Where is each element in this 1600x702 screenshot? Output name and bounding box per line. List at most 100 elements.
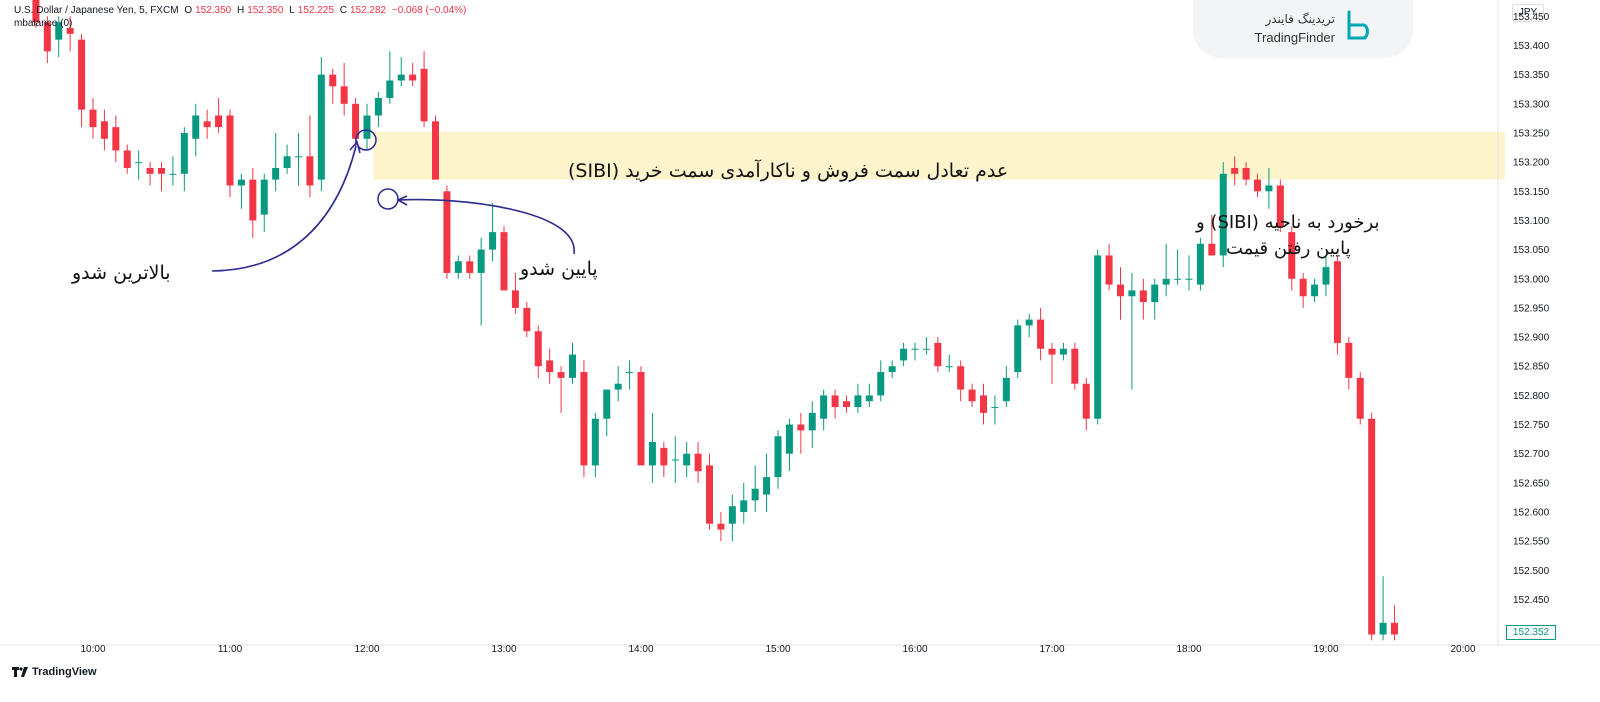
candle-body bbox=[226, 115, 234, 186]
candle-body bbox=[1265, 185, 1273, 192]
candle-body bbox=[272, 167, 280, 180]
candle-body bbox=[43, 22, 51, 52]
candle bbox=[135, 150, 143, 180]
candle bbox=[991, 395, 999, 425]
candle-body bbox=[1174, 278, 1182, 280]
candle bbox=[900, 342, 908, 367]
candle bbox=[1037, 307, 1045, 361]
candle-body bbox=[260, 179, 268, 215]
candle-body bbox=[660, 447, 668, 466]
candle bbox=[626, 360, 634, 390]
candle bbox=[1356, 372, 1364, 425]
high-value: 152.350 bbox=[247, 5, 284, 16]
candle bbox=[249, 167, 257, 238]
candle bbox=[1322, 255, 1330, 297]
candle-body bbox=[237, 179, 245, 186]
candle bbox=[1105, 243, 1113, 291]
curved-arrow-icon-lowest bbox=[398, 198, 575, 255]
candle-body bbox=[1185, 278, 1193, 280]
time-tick-label: 13:00 bbox=[491, 644, 516, 655]
candle-body bbox=[511, 290, 519, 308]
candle-body bbox=[603, 389, 611, 419]
price-tick-label: 152.850 bbox=[1513, 362, 1550, 373]
candle bbox=[1059, 342, 1067, 361]
candle-body bbox=[580, 372, 588, 466]
candle bbox=[1219, 162, 1227, 268]
candle bbox=[454, 255, 462, 279]
candle bbox=[215, 97, 223, 133]
candle-body bbox=[728, 506, 736, 524]
arrow-head-highest bbox=[349, 140, 361, 154]
currency-badge[interactable]: JPY bbox=[1512, 4, 1544, 22]
candle-body bbox=[1208, 243, 1216, 256]
candle-body bbox=[843, 401, 850, 408]
candle bbox=[523, 302, 531, 338]
open-label: O bbox=[184, 5, 193, 16]
candle bbox=[397, 57, 405, 87]
candle bbox=[569, 342, 576, 384]
price-tick-label: 153.050 bbox=[1513, 245, 1550, 256]
price-axis[interactable]: 153.450 153.400 153.350 153.300 153.250 153.2… bbox=[1513, 12, 1550, 635]
candle bbox=[888, 360, 896, 378]
indicator-label[interactable]: mbalance (0) bbox=[14, 18, 73, 29]
candle-body bbox=[1082, 383, 1090, 419]
logo-en-text: TradingFinder bbox=[1254, 30, 1335, 45]
candle bbox=[1002, 366, 1010, 408]
candle bbox=[260, 173, 268, 233]
candle bbox=[683, 442, 691, 478]
high-label: H bbox=[237, 5, 245, 16]
lowest-shadow-label: پایین شدو bbox=[520, 258, 598, 280]
candle-body bbox=[374, 97, 382, 116]
last-price-tag: 152.352 bbox=[1506, 625, 1556, 640]
candle bbox=[329, 68, 337, 104]
candle-body bbox=[363, 115, 371, 139]
candle bbox=[1094, 249, 1102, 425]
candle bbox=[1117, 267, 1124, 320]
time-axis[interactable]: 10:00 11:00 12:00 13:00 14:00 15:00 16:00 17:00… bbox=[80, 644, 1475, 655]
candle-body bbox=[317, 74, 325, 180]
candle-body bbox=[900, 348, 908, 361]
candle bbox=[1014, 319, 1022, 378]
candle bbox=[911, 342, 919, 361]
candle bbox=[922, 337, 930, 355]
candle-body bbox=[671, 459, 679, 461]
candle-body bbox=[1391, 622, 1398, 635]
candle-body bbox=[329, 74, 337, 87]
candle bbox=[580, 360, 588, 478]
low-value: 152.225 bbox=[297, 5, 334, 16]
zone-hit-label-line1: برخورد به ناحیه (SIBI) و bbox=[1196, 212, 1380, 233]
candle bbox=[1151, 278, 1159, 320]
candle-body bbox=[1254, 179, 1261, 192]
candle-body bbox=[1094, 255, 1102, 419]
price-tick-label: 153.400 bbox=[1513, 41, 1550, 52]
close-value: 152.282 bbox=[349, 5, 387, 16]
candle bbox=[1139, 278, 1147, 320]
candle bbox=[1048, 342, 1056, 384]
candle bbox=[854, 383, 862, 413]
symbol-title: U.S. Dollar / Japanese Yen, 5, FXCM bbox=[14, 5, 179, 16]
candle bbox=[557, 366, 565, 413]
candle bbox=[500, 226, 508, 291]
candle bbox=[66, 16, 74, 52]
candle-body bbox=[454, 261, 462, 273]
price-tick-label: 153.000 bbox=[1513, 274, 1550, 285]
candle bbox=[957, 360, 965, 402]
candle bbox=[78, 33, 86, 128]
candle-body bbox=[1025, 319, 1033, 326]
candle bbox=[203, 109, 211, 139]
candle-body bbox=[1379, 622, 1387, 635]
candle bbox=[1333, 255, 1341, 355]
candle bbox=[1082, 377, 1090, 431]
candle-body bbox=[477, 249, 485, 273]
candle-body bbox=[1322, 267, 1330, 285]
candle-body bbox=[1299, 278, 1307, 297]
candle-body bbox=[945, 366, 953, 368]
low-label: L bbox=[289, 5, 295, 16]
tradingview-footer[interactable]: TradingView bbox=[12, 666, 97, 678]
candle-body bbox=[169, 173, 177, 175]
candle-body bbox=[283, 156, 291, 168]
price-tick-label: 153.300 bbox=[1513, 99, 1550, 110]
candle-body bbox=[820, 395, 828, 419]
candle-body bbox=[1311, 284, 1319, 297]
